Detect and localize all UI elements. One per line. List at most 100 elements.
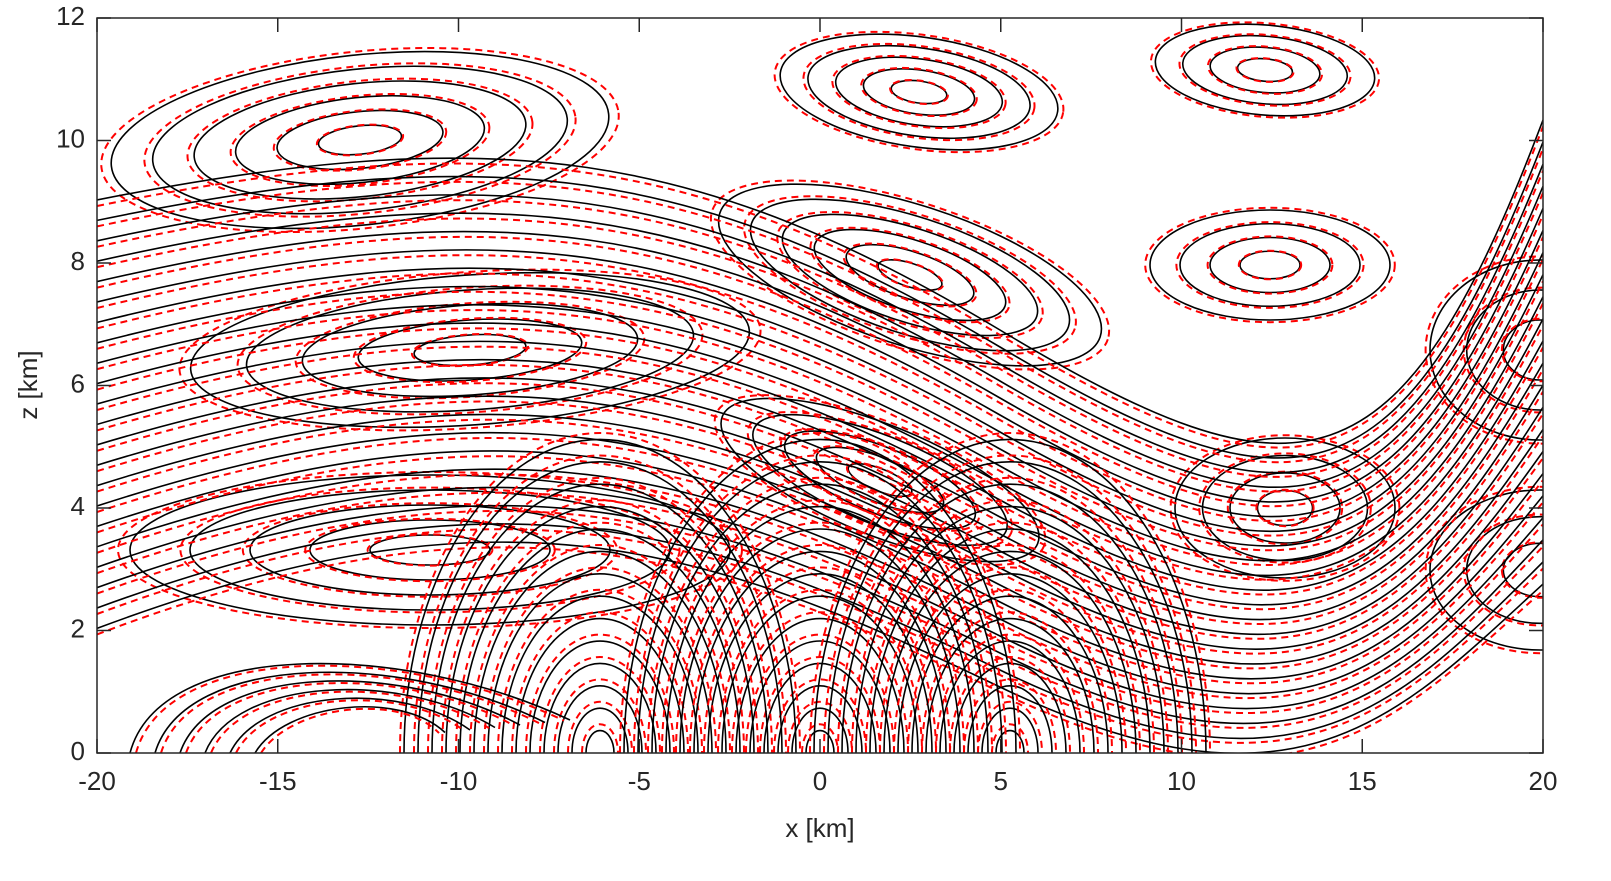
contour-line (1181, 34, 1349, 106)
contour-line (1500, 541, 1543, 599)
contour-line (1169, 434, 1401, 582)
contour-line (717, 588, 923, 753)
contour-line (773, 30, 1065, 154)
contour-line (151, 65, 569, 215)
contour-line (431, 483, 769, 753)
contour-line (939, 640, 1081, 753)
contour-line (97, 345, 1543, 596)
contour-line (97, 236, 1543, 522)
contour-line (837, 476, 1183, 753)
contour-line (143, 62, 577, 218)
contour-line (875, 258, 945, 292)
contour-line (745, 633, 895, 753)
x-tick-label: -10 (440, 766, 478, 796)
contour-line (851, 499, 1169, 753)
contour-line (210, 690, 490, 753)
contour-line (743, 195, 1077, 355)
contour-line (623, 438, 1017, 753)
contour-line (1206, 235, 1334, 295)
contour-line (661, 499, 979, 753)
contour-line (865, 521, 1155, 753)
contour-line (1206, 45, 1324, 95)
contour-line (855, 505, 1165, 753)
contour-line (791, 707, 849, 753)
contour-line (781, 213, 1039, 337)
x-tick-label: 5 (994, 766, 1008, 796)
contour-line (97, 468, 1543, 695)
contour-line (1144, 206, 1396, 324)
x-tick-label: 10 (1167, 766, 1196, 796)
contour-lines (97, 21, 1543, 753)
x-tick-label: -15 (259, 766, 297, 796)
contour-line (689, 544, 951, 753)
contour-line (977, 700, 1043, 753)
contour-line (1179, 222, 1361, 308)
contour-line (1465, 515, 1543, 625)
y-axis-label: z [km] (13, 350, 43, 419)
contour-line (97, 413, 1543, 650)
contour-line (97, 473, 1543, 700)
contour-line (893, 566, 1127, 753)
contour-line (178, 268, 762, 432)
contour-line (427, 476, 773, 753)
contour-line (801, 723, 839, 753)
contour-line (773, 678, 867, 753)
contour-line (675, 521, 965, 753)
contour-line (260, 707, 440, 753)
contour-line (97, 296, 1543, 562)
contour-line (97, 126, 1543, 449)
contour-line (357, 318, 583, 382)
contour-line (841, 483, 1179, 753)
contour-line (1209, 236, 1331, 294)
contour-line (234, 94, 486, 186)
contour-line (403, 438, 797, 753)
y-tick-label: 10 (56, 123, 85, 153)
contour-line (809, 432, 1211, 753)
contour-line (752, 413, 1008, 547)
contour-line (97, 382, 1543, 625)
axes-box (96, 17, 1544, 754)
contour-line (1209, 46, 1321, 94)
contour-line (97, 324, 1543, 581)
contour-line (235, 699, 465, 753)
contour-line (581, 723, 619, 753)
contour-line (693, 550, 947, 753)
contour-line (935, 633, 1085, 753)
contour-line (97, 400, 1543, 640)
contour-line (809, 226, 1011, 324)
y-tick-label: 12 (56, 1, 85, 31)
contour-line (553, 678, 647, 753)
contour-line (97, 252, 1543, 533)
contour-line (413, 454, 787, 753)
contour-line (1154, 23, 1376, 117)
contour-line (1424, 255, 1543, 445)
contour-line (869, 528, 1151, 753)
contour-line (571, 707, 629, 753)
contour-line (831, 54, 1007, 130)
contour-line (529, 640, 671, 753)
contour-line (189, 271, 751, 429)
contour-line (963, 678, 1057, 753)
contour-line (469, 544, 731, 753)
contour-line (272, 108, 448, 172)
contour-line (953, 662, 1067, 753)
contour-line (1237, 249, 1303, 281)
contour-line (117, 471, 743, 629)
contour-line (160, 673, 540, 753)
contour-line (802, 42, 1036, 142)
contour-line (731, 611, 909, 753)
contour-line (410, 332, 530, 368)
contour-line (1235, 57, 1295, 83)
contour-line (185, 682, 515, 753)
contour-line (97, 258, 1543, 537)
contour-line (97, 148, 1543, 464)
contour-line (779, 33, 1059, 151)
contour-line (511, 611, 689, 753)
contour-line (585, 729, 615, 753)
contour-line (229, 697, 471, 753)
contour-line (135, 664, 565, 753)
contour-line (204, 688, 496, 753)
contour-line (97, 363, 1543, 611)
contour-line (779, 428, 981, 532)
contour-line (236, 284, 704, 416)
